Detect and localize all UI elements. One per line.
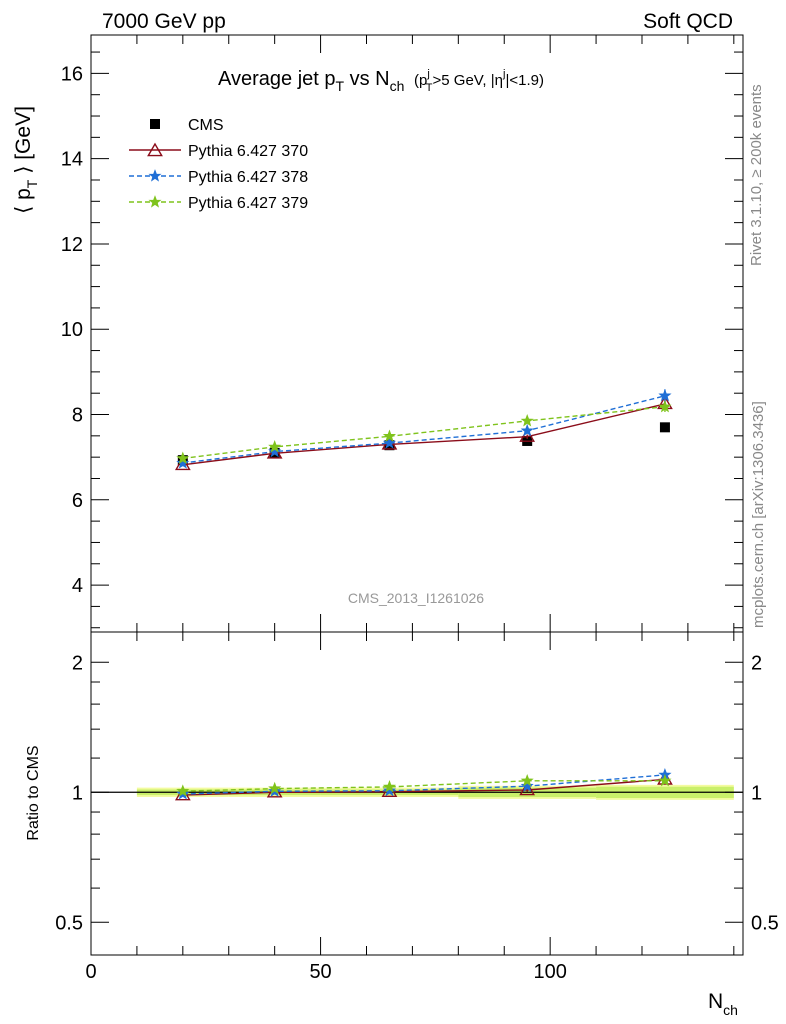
legend-label: CMS <box>188 117 224 134</box>
main-y-tick-label: 12 <box>61 234 83 256</box>
main-point-378 <box>658 388 672 402</box>
title-cut-mid: >5 GeV, |η <box>433 72 503 89</box>
ylabel-close: ⟩ [GeV] <box>12 106 35 180</box>
legend-marker-triangle <box>147 142 163 157</box>
main-y-label: ⟨ pT ⟩ [GeV] <box>12 106 40 214</box>
ratio-y-tick-label-right: 2 <box>751 652 762 674</box>
main-y-tick-label: 6 <box>72 490 83 512</box>
main-point-378 <box>176 456 190 469</box>
title-cut-sup-j: j <box>426 68 429 80</box>
ratio-point-378 <box>382 783 397 797</box>
main-y-tick-label: 14 <box>61 149 83 171</box>
main-line-378 <box>182 395 666 464</box>
main-point-379 <box>382 429 397 442</box>
ratio-y-tick-label: 2 <box>72 652 83 674</box>
main-point-379 <box>268 440 282 453</box>
xlabel-sub: ch <box>723 1002 738 1018</box>
main-point-379 <box>658 399 672 413</box>
x-tick-label: 0 <box>85 961 96 983</box>
legend-label: Pythia 6.427 370 <box>188 143 308 160</box>
title-cut-open: (p <box>414 72 427 89</box>
ratio-point-379 <box>658 773 672 787</box>
ratio-y-tick-label: 1 <box>72 782 83 804</box>
ratio-point-379 <box>268 781 282 795</box>
main-point-378 <box>520 423 534 437</box>
main-point-379 <box>520 414 534 427</box>
main-line-379 <box>182 406 665 460</box>
ratio-frame <box>90 631 744 956</box>
chart-title: Average jet pT vs Nch (pj T>5 GeV, |ηj|<1… <box>218 68 544 94</box>
main-point-379 <box>176 451 190 464</box>
ratio-y-label: Ratio to CMS <box>25 745 42 840</box>
x-tick-label: 100 <box>533 961 566 983</box>
main-point-370 <box>174 456 191 471</box>
title-cut-sup-j2: j <box>502 68 505 80</box>
cms-point <box>659 422 670 433</box>
ratio-y-tick-label-right: 1 <box>751 782 762 804</box>
title-sub-t: T <box>336 78 345 94</box>
xlabel-main: N <box>708 990 723 1013</box>
ylabel-open: ⟨ p <box>12 188 35 214</box>
legend-label: Pythia 6.427 379 <box>188 195 308 212</box>
ratio-y-tick-label-right: 0.5 <box>751 912 779 934</box>
ylabel-sub: T <box>24 179 40 188</box>
main-y-tick-label: 16 <box>61 63 83 85</box>
rivet-label: Rivet 3.1.10, ≥ 200k events <box>748 84 765 266</box>
ratio-point-379 <box>520 773 534 787</box>
legend-marker-cms <box>150 119 160 129</box>
legend-marker-star <box>148 169 162 182</box>
title-sub-ch: ch <box>390 78 405 94</box>
x-axis-label: Nch <box>708 990 738 1018</box>
ratio-point-370 <box>519 781 536 796</box>
title-vs: vs N <box>344 68 390 90</box>
title-cut-close: |<1.9) <box>505 72 544 89</box>
legend-label: Pythia 6.427 378 <box>188 169 308 186</box>
main-point-378 <box>268 444 282 458</box>
ratio-y-tick-label: 0.5 <box>55 912 83 934</box>
x-tick-label: 50 <box>309 961 331 983</box>
header-right: Soft QCD <box>643 10 733 33</box>
mcplots-label: mcplots.cern.ch [arXiv:1306.3436] <box>750 401 767 628</box>
ratio-point-379 <box>176 784 190 797</box>
main-y-tick-label: 4 <box>72 575 83 597</box>
legend-marker-star <box>148 195 162 208</box>
legend: CMS Pythia 6.427 370 Pythia 6.427 378 Pythi… <box>129 117 308 212</box>
analysis-id: CMS_2013_I1261026 <box>348 590 484 606</box>
ratio-series <box>174 768 673 801</box>
title-main: Average jet p <box>218 68 336 90</box>
header-left: 7000 GeV pp <box>102 10 226 33</box>
ratio-point-379 <box>382 780 397 793</box>
title-cut-sub-t: T <box>426 82 433 94</box>
ratio-point-378 <box>520 779 534 792</box>
main-line-370 <box>182 403 666 466</box>
main-y-tick-label: 8 <box>72 405 83 427</box>
main-point-378 <box>382 436 397 449</box>
main-y-tick-label: 10 <box>61 319 83 341</box>
main-series <box>174 388 673 471</box>
